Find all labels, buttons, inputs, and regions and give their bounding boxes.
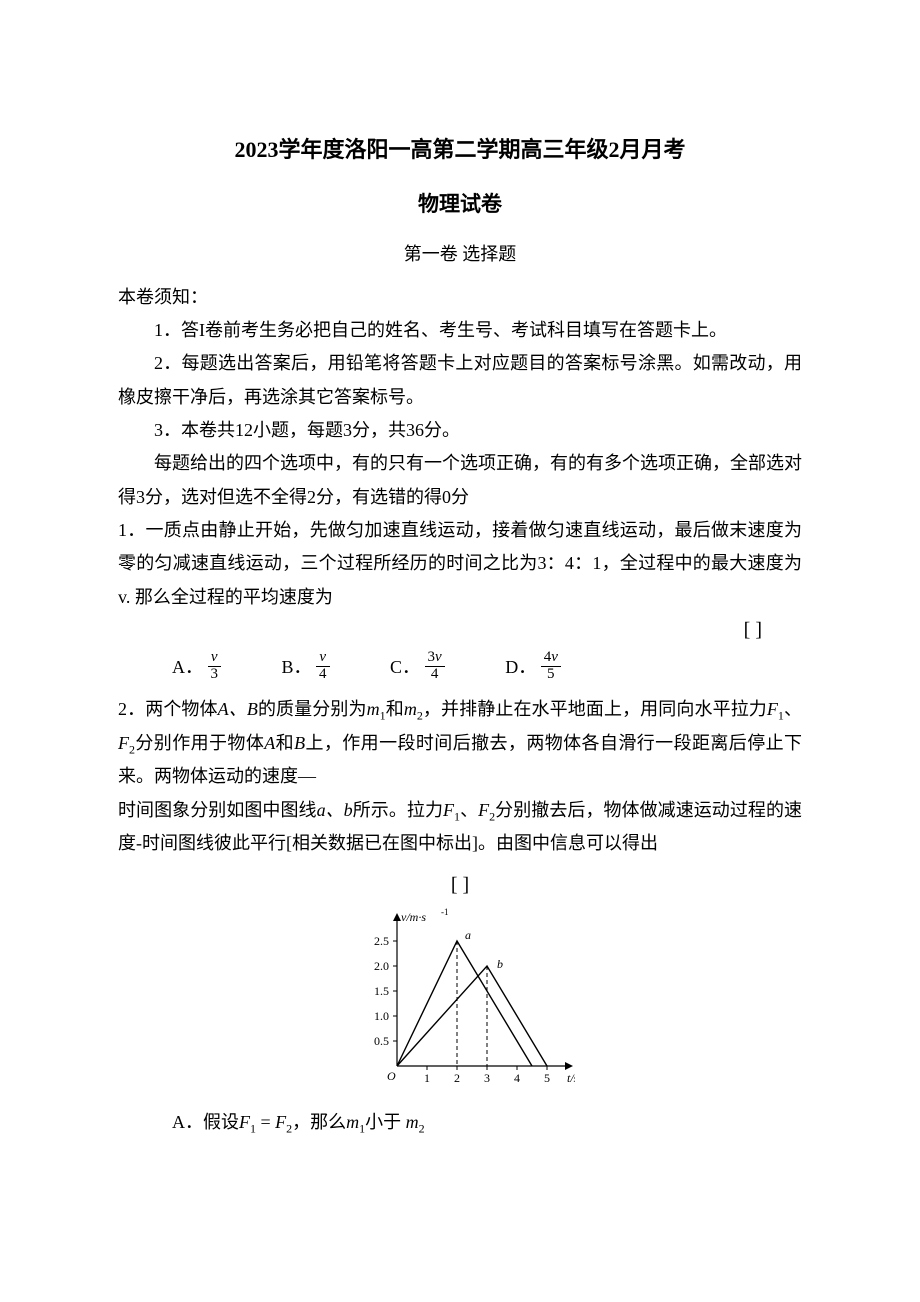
svg-text:5: 5 xyxy=(544,1071,550,1085)
section-title: 第一卷 选择题 xyxy=(118,238,802,271)
svg-text:4: 4 xyxy=(514,1071,520,1085)
option-c-label: C． xyxy=(390,657,420,677)
fraction-a: v 3 xyxy=(208,650,222,683)
intro-heading: 本卷须知： xyxy=(118,281,802,314)
frac-c-num: 3v xyxy=(425,650,445,667)
frac-a-den: 3 xyxy=(208,667,222,683)
frac-d-den: 5 xyxy=(541,667,561,683)
option-b-label: B． xyxy=(282,657,312,677)
svg-text:2.0: 2.0 xyxy=(374,959,389,973)
svg-text:2: 2 xyxy=(454,1071,460,1085)
option-c: C． 3v 4 xyxy=(390,651,445,685)
svg-text:1.0: 1.0 xyxy=(374,1009,389,1023)
question-2-text-part2: 时间图象分别如图中图线a、b所示。拉力F1、F2分别撤去后，物体做减速运动过程的… xyxy=(118,794,802,861)
svg-text:b: b xyxy=(497,957,503,971)
frac-c-den: 4 xyxy=(425,667,445,683)
instruction-1: 1．答I卷前考生务必把自己的姓名、考生号、考试科目填写在答题卡上。 xyxy=(118,314,802,347)
question-2-option-a: A．假设F1 = F2，那么m1小于 m2 xyxy=(118,1106,802,1140)
frac-d-num: 4v xyxy=(541,650,561,667)
instruction-2: 2．每题选出答案后，用铅笔将答题卡上对应题目的答案标号涂黑。如需改动，用橡皮擦干… xyxy=(118,347,802,414)
svg-text:v/m·s: v/m·s xyxy=(401,910,426,924)
option-b: B． v 4 xyxy=(282,651,330,685)
velocity-time-graph: 0.5 1.0 1.5 2.0 2.5 1 2 3 4 5 Ov/m·s -1 t/s a b xyxy=(118,906,802,1096)
frac-b-den: 4 xyxy=(316,667,330,683)
fraction-d: 4v 5 xyxy=(541,650,561,683)
svg-text:2.5: 2.5 xyxy=(374,934,389,948)
option-a: A． v 3 xyxy=(172,651,221,685)
instruction-4: 每题给出的四个选项中，有的只有一个选项正确，有的有多个选项正确，全部选对得3分，… xyxy=(118,447,802,514)
option-d: D． 4v 5 xyxy=(505,651,561,685)
svg-text:t/s: t/s xyxy=(567,1071,575,1085)
answer-bracket-1: [ ] xyxy=(118,614,802,646)
frac-b-num: v xyxy=(316,650,330,667)
svg-text:O: O xyxy=(387,1069,396,1083)
question-1-text: 1．一质点由静止开始，先做匀加速直线运动，接着做匀速直线运动，最后做末速度为零的… xyxy=(118,514,802,614)
exam-title-line1: 2023学年度洛阳一高第二学期高三年级2月月考 xyxy=(118,130,802,171)
graph-svg: 0.5 1.0 1.5 2.0 2.5 1 2 3 4 5 Ov/m·s -1 t/s a b xyxy=(345,906,575,1096)
fraction-b: v 4 xyxy=(316,650,330,683)
svg-text:a: a xyxy=(465,928,471,942)
question-2-text-part1: 2．两个物体A、B的质量分别为m1和m2，并排静止在水平地面上，用同向水平拉力F… xyxy=(118,693,802,794)
instruction-3: 3．本卷共12小题，每题3分，共36分。 xyxy=(118,414,802,447)
answer-bracket-2: [ ] xyxy=(118,867,802,904)
option-d-label: D． xyxy=(505,657,536,677)
svg-text:1.5: 1.5 xyxy=(374,984,389,998)
svg-text:0.5: 0.5 xyxy=(374,1034,389,1048)
frac-a-num: v xyxy=(208,650,222,667)
svg-text:-1: -1 xyxy=(441,907,449,917)
svg-text:3: 3 xyxy=(484,1071,490,1085)
exam-title-line2: 物理试卷 xyxy=(118,185,802,224)
svg-text:1: 1 xyxy=(424,1071,430,1085)
option-a-label: A． xyxy=(172,657,203,677)
question-1-options: A． v 3 B． v 4 C． 3v 4 D． 4v 5 xyxy=(118,650,802,685)
fraction-c: 3v 4 xyxy=(425,650,445,683)
